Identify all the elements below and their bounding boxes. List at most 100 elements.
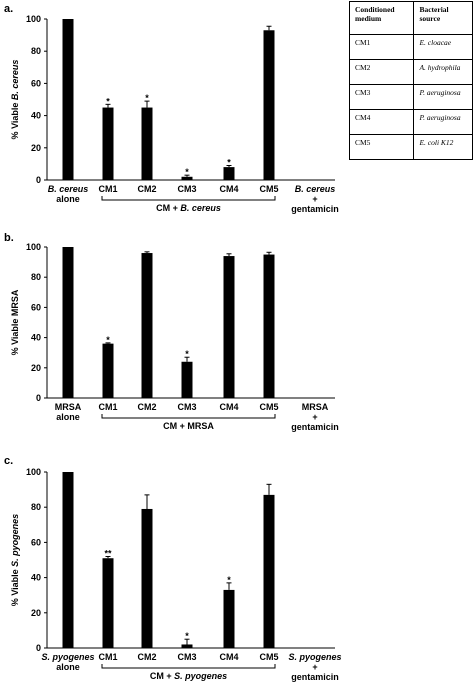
x-tick-label: CM1 [98, 184, 117, 194]
bar [102, 343, 114, 398]
table-row: CM1 E. cloacae [348, 34, 473, 60]
x-tick-label: CM2 [137, 184, 156, 194]
table-cell-medium: CM4 [348, 109, 415, 135]
table-cell-source: A. hydrophila [413, 59, 473, 85]
bar [223, 167, 235, 180]
significance-marker: * [106, 335, 110, 345]
group-label: CM + B. cereus [156, 203, 221, 213]
y-tick-label: 100 [26, 242, 41, 252]
x-tick-label: CM4 [219, 652, 238, 662]
bar [62, 19, 74, 180]
x-tick-label: MRSA [302, 402, 329, 412]
group-bracket [101, 664, 276, 669]
panel-a-letter: a. [4, 3, 14, 15]
x-tick-label: CM3 [177, 402, 196, 412]
x-tick-label: CM4 [219, 402, 238, 412]
table-header-source: Bacterial source [413, 1, 473, 35]
y-tick-label: 20 [31, 363, 41, 373]
y-tick-label: 40 [31, 111, 41, 121]
y-tick-label: 0 [36, 175, 41, 185]
x-tick-label: alone [56, 194, 80, 204]
x-tick-label: CM2 [137, 402, 156, 412]
x-tick-label: CM4 [219, 184, 238, 194]
bar [263, 254, 275, 398]
x-tick-label: CM1 [98, 402, 117, 412]
bar [181, 176, 193, 180]
significance-marker: * [185, 349, 189, 359]
y-tick-label: 60 [31, 302, 41, 312]
x-tick-label: + [312, 194, 317, 204]
bar [263, 494, 275, 648]
table-row: CM4 P. aeruginosa [348, 109, 473, 135]
y-tick-label: 80 [31, 46, 41, 56]
y-tick-label: 80 [31, 272, 41, 282]
x-tick-label: S. pyogenes [288, 652, 341, 662]
x-tick-label: gentamicin [291, 422, 339, 432]
significance-marker: * [145, 93, 149, 103]
y-tick-label: 80 [31, 502, 41, 512]
x-tick-label: + [312, 662, 317, 672]
bar [223, 256, 235, 398]
y-tick-label: 0 [36, 393, 41, 403]
x-tick-label: gentamicin [291, 672, 339, 682]
y-tick-label: 100 [26, 467, 41, 477]
y-axis-label: % Viable B. cereus [10, 60, 20, 140]
x-tick-label: MRSA [55, 402, 82, 412]
table-cell-medium: CM5 [348, 134, 415, 160]
y-tick-label: 20 [31, 608, 41, 618]
x-tick-label: gentamicin [291, 204, 339, 214]
table-row: CM2 A. hydrophila [348, 59, 473, 85]
y-axis-label: % Viable MRSA [10, 289, 20, 355]
y-tick-label: 20 [31, 143, 41, 153]
bar [223, 589, 235, 648]
significance-marker: * [227, 158, 231, 168]
significance-marker: * [185, 167, 189, 177]
bar [141, 107, 153, 180]
table-cell-source: E. coli K12 [413, 134, 473, 160]
table-cell-source: E. cloacae [413, 34, 473, 60]
bar [181, 644, 193, 648]
significance-marker: * [185, 631, 189, 641]
panel-c-letter: c. [4, 455, 14, 467]
table-row: CM3 P. aeruginosa [348, 84, 473, 110]
y-tick-label: 60 [31, 537, 41, 547]
y-tick-label: 60 [31, 78, 41, 88]
bar [141, 508, 153, 648]
bar [62, 472, 74, 648]
x-tick-label: CM2 [137, 652, 156, 662]
significance-marker: ** [104, 548, 112, 558]
x-tick-label: CM5 [259, 652, 278, 662]
table-cell-medium: CM1 [348, 34, 415, 60]
significance-marker: * [106, 96, 110, 106]
group-bracket [101, 196, 276, 201]
x-tick-label: alone [56, 662, 80, 672]
y-tick-label: 0 [36, 643, 41, 653]
significance-marker: * [227, 575, 231, 585]
x-tick-label: + [312, 412, 317, 422]
bar [181, 361, 193, 398]
x-tick-label: B. cereus [295, 184, 336, 194]
x-tick-label: CM1 [98, 652, 117, 662]
table-cell-medium: CM3 [348, 84, 415, 110]
table-cell-source: P. aeruginosa [413, 109, 473, 135]
bar [263, 30, 275, 180]
panel-b-letter: b. [4, 232, 14, 244]
x-tick-label: B. cereus [48, 184, 89, 194]
bar [62, 247, 74, 398]
x-tick-label: alone [56, 412, 80, 422]
y-tick-label: 100 [26, 14, 41, 24]
x-tick-label: CM5 [259, 402, 278, 412]
table-header-medium: Conditioned medium [348, 1, 415, 35]
table-cell-medium: CM2 [348, 59, 415, 85]
x-tick-label: CM3 [177, 652, 196, 662]
bar [141, 253, 153, 398]
y-tick-label: 40 [31, 333, 41, 343]
x-tick-label: S. pyogenes [41, 652, 94, 662]
bar [102, 558, 114, 648]
conditioned-medium-table: Conditioned medium Bacterial source CM1 E… [348, 1, 473, 160]
group-label: CM + S. pyogenes [150, 671, 227, 681]
x-tick-label: CM3 [177, 184, 196, 194]
y-axis-label: % Viable S. pyogenes [10, 514, 20, 606]
table-header-row: Conditioned medium Bacterial source [348, 1, 473, 35]
